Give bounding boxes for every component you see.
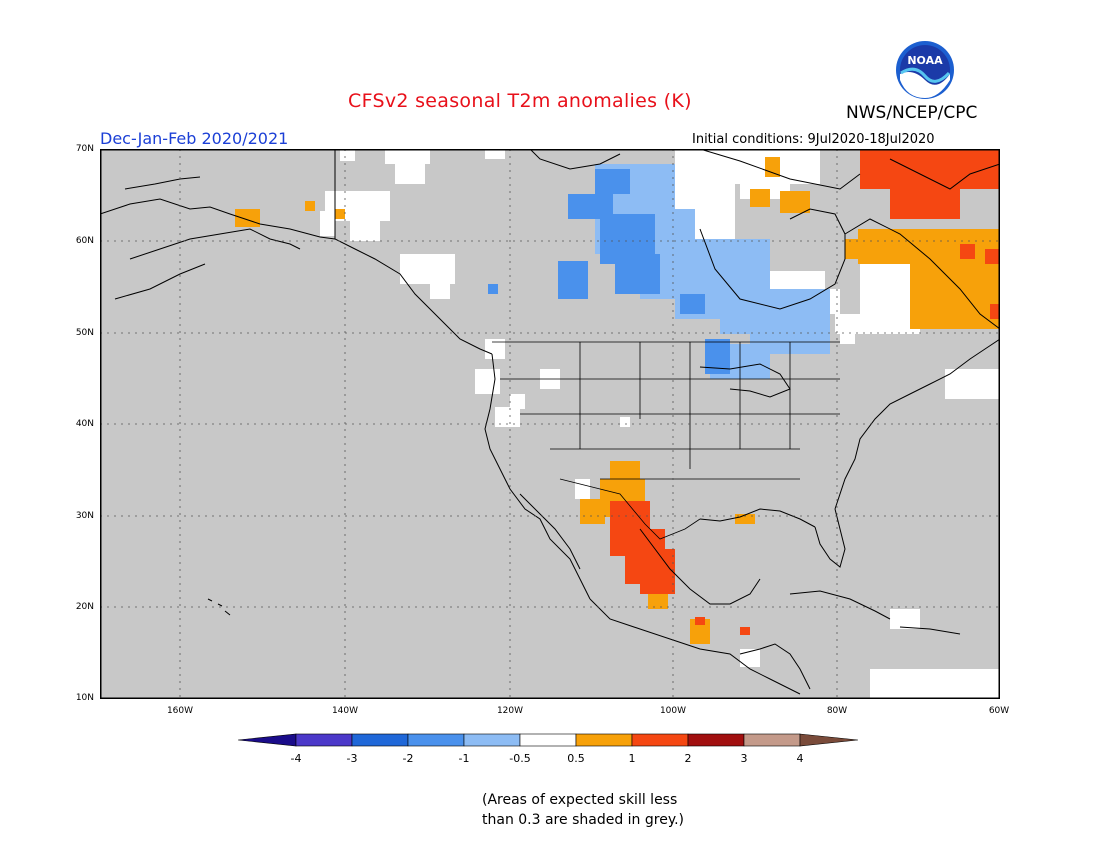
initial-conditions-label: Initial conditions: 9Jul2020-18Jul2020 xyxy=(692,132,935,147)
lon-label-80w: 80W xyxy=(826,706,848,716)
lat-label-30n: 30N xyxy=(75,511,94,521)
colorbar-low-arrow xyxy=(237,733,297,747)
colorbar-label: 4 xyxy=(796,752,804,765)
noaa-logo: NOAA xyxy=(895,40,955,100)
colorbar-label: 2 xyxy=(684,752,692,765)
coastlines xyxy=(100,149,1000,695)
colorbar-segment xyxy=(407,733,465,747)
colorbar-label: -1 xyxy=(458,752,470,765)
positive-anomaly-red xyxy=(610,149,1000,635)
negative-anomaly-medium xyxy=(488,169,730,374)
skill-note-line2: than 0.3 are shaded in grey.) xyxy=(482,812,685,828)
colorbar-label: -2 xyxy=(402,752,414,765)
colorbar-label: -3 xyxy=(346,752,358,765)
gridlines xyxy=(100,149,1000,699)
political-borders xyxy=(492,341,840,540)
lat-label-40n: 40N xyxy=(75,419,94,429)
colorbar-segment xyxy=(463,733,521,747)
colorbar-segment xyxy=(295,733,353,747)
season-label: Dec-Jan-Feb 2020/2021 xyxy=(100,129,289,148)
chart-title: CFSv2 seasonal T2m anomalies (K) xyxy=(348,90,692,112)
colorbar-label: 3 xyxy=(740,752,748,765)
lon-label-160w: 160W xyxy=(166,706,194,716)
colorbar-segment xyxy=(519,733,577,747)
colorbar-label: -0.5 xyxy=(509,752,531,765)
colorbar-label: -4 xyxy=(290,752,302,765)
colorbar-high-arrow xyxy=(799,733,859,747)
lon-label-60w: 60W xyxy=(988,706,1010,716)
colorbar-segment xyxy=(743,733,801,747)
anomaly-map xyxy=(99,148,1001,703)
lon-label-100w: 100W xyxy=(659,706,687,716)
logo-text: NOAA xyxy=(907,54,943,67)
colorbar-label: 1 xyxy=(628,752,636,765)
lat-label-10n: 10N xyxy=(75,693,94,703)
lat-label-20n: 20N xyxy=(75,602,94,612)
colorbar-segment xyxy=(631,733,689,747)
organization-label: NWS/NCEP/CPC xyxy=(846,103,978,123)
colorbar-label: 0.5 xyxy=(567,752,585,765)
lon-label-140w: 140W xyxy=(331,706,359,716)
colorbar-segment xyxy=(687,733,745,747)
colorbar-segment xyxy=(351,733,409,747)
lat-label-50n: 50N xyxy=(75,328,94,338)
map-frame xyxy=(99,148,1001,700)
lat-label-70n: 70N xyxy=(75,144,94,154)
colorbar-segment xyxy=(575,733,633,747)
lat-label-60n: 60N xyxy=(75,236,94,246)
lon-label-120w: 120W xyxy=(496,706,524,716)
skill-note-line1: (Areas of expected skill less xyxy=(482,792,678,808)
colorbar xyxy=(237,732,863,756)
